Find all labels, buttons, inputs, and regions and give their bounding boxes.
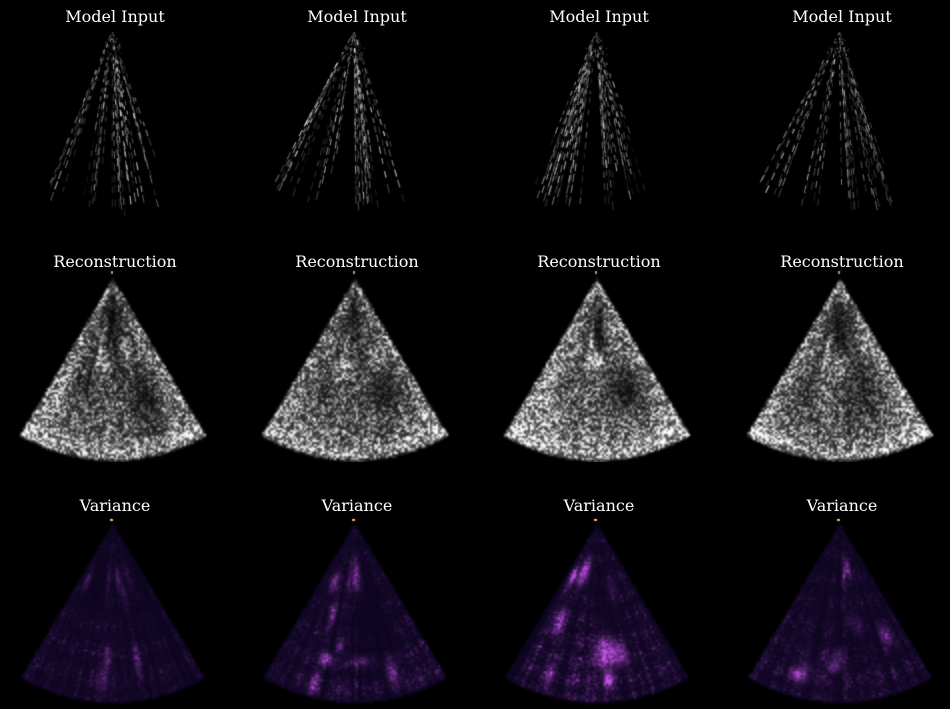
model-input-image-1 [0, 28, 230, 216]
variance-image-4 [727, 514, 950, 709]
model-input-title: Model Input [792, 7, 892, 26]
variance-image-3 [484, 514, 714, 709]
model-input-title: Model Input [307, 7, 407, 26]
variance-title: Variance [563, 496, 635, 515]
model-input-image-3 [484, 28, 714, 216]
variance-image-2 [242, 514, 472, 709]
reconstruction-image-2 [242, 268, 472, 462]
reconstruction-title: Reconstruction [537, 252, 661, 271]
model-input-title: Model Input [65, 7, 165, 26]
model-input-image-2 [242, 28, 472, 216]
reconstruction-title: Reconstruction [53, 252, 177, 271]
variance-image-1 [0, 514, 230, 709]
reconstruction-title: Reconstruction [780, 252, 904, 271]
model-input-image-4 [727, 28, 950, 216]
model-input-title: Model Input [549, 7, 649, 26]
reconstruction-image-3 [484, 268, 714, 462]
variance-title: Variance [79, 496, 151, 515]
reconstruction-title: Reconstruction [295, 252, 419, 271]
reconstruction-image-1 [0, 268, 230, 462]
variance-title: Variance [321, 496, 393, 515]
reconstruction-image-4 [727, 268, 950, 462]
variance-title: Variance [806, 496, 878, 515]
